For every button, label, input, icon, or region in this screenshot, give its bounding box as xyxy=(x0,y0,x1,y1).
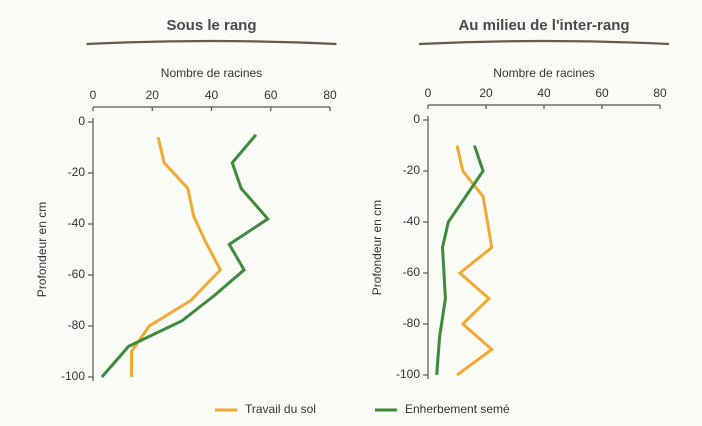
data-line xyxy=(455,145,495,377)
y-tick-label: -100 xyxy=(61,369,85,383)
y-tick-label: -20 xyxy=(68,165,86,179)
y-tick-label: -20 xyxy=(403,163,421,177)
x-axis-label: Nombre de racines xyxy=(161,66,262,80)
data-line xyxy=(100,133,271,378)
y-tick-label: 0 xyxy=(413,112,420,126)
x-tick-label: 0 xyxy=(90,88,97,102)
title-underline xyxy=(86,39,337,46)
chart-title: Sous le rang xyxy=(166,17,256,34)
y-tick-label: -80 xyxy=(403,316,421,330)
title-underline xyxy=(418,39,670,46)
data-line xyxy=(435,145,485,376)
y-axis-label: Profondeur en cm xyxy=(35,202,49,297)
x-tick-label: 80 xyxy=(653,86,667,100)
y-tick-label: -100 xyxy=(396,367,420,381)
y-tick-label: 0 xyxy=(78,114,85,128)
y-tick-label: -60 xyxy=(403,265,421,279)
y-tick-label: -80 xyxy=(68,318,86,332)
x-tick-label: 20 xyxy=(146,88,160,102)
x-tick-label: 40 xyxy=(205,88,219,102)
x-tick-label: 60 xyxy=(595,86,609,100)
x-tick-label: 40 xyxy=(537,86,551,100)
x-tick-label: 0 xyxy=(425,86,432,100)
y-tick-label: -60 xyxy=(68,267,86,281)
x-tick-label: 80 xyxy=(323,88,337,102)
data-line xyxy=(130,136,223,377)
y-axis-label: Profondeur en cm xyxy=(370,200,384,295)
x-axis-label: Nombre de racines xyxy=(493,66,594,80)
legend-label: Travail du sol xyxy=(245,402,316,416)
x-tick-label: 60 xyxy=(264,88,278,102)
y-tick-label: -40 xyxy=(403,214,421,228)
legend-label: Enherbement semé xyxy=(405,402,510,416)
chart-title: Au milieu de l'inter-rang xyxy=(458,17,629,34)
x-tick-label: 20 xyxy=(479,86,493,100)
y-tick-label: -40 xyxy=(68,216,86,230)
